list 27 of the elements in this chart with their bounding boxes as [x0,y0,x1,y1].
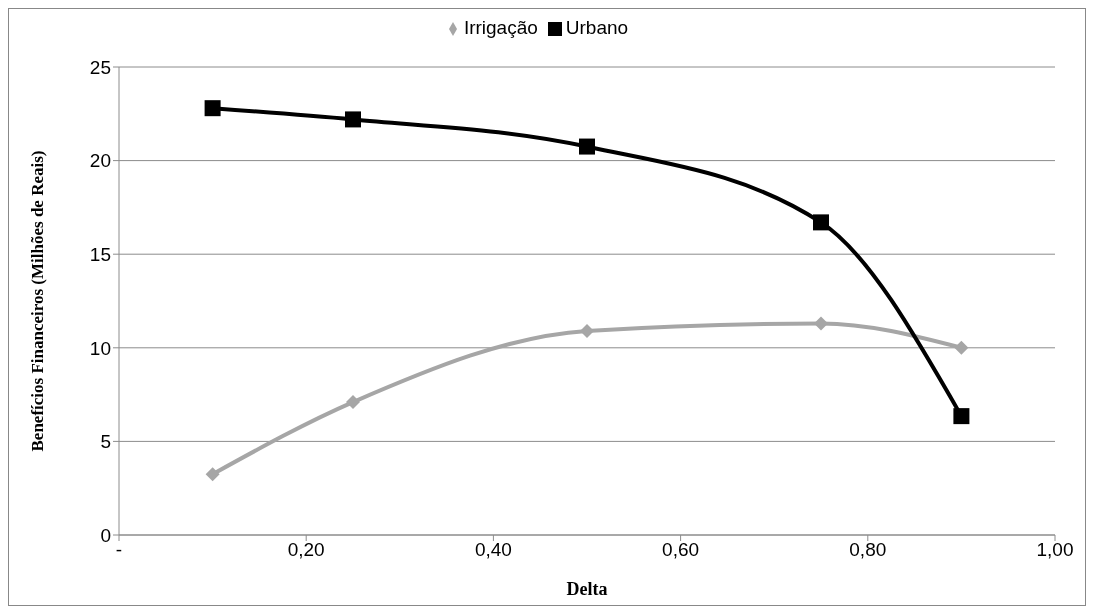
point [205,467,220,482]
point [580,323,594,338]
chart-frame: Irrigação Urbano - 0,20 0,40 0,60 0,80 1,00 Delta 0 5 10 15 20 25 Benefícios Financeiros (Milhões de Reais) [8,8,1086,606]
legend-label: Irrigação [463,17,538,38]
y-tick-label: 20 [89,150,111,172]
point [953,408,970,425]
x-tick-label: - [115,539,123,561]
x-tick-label: 0,80 [849,539,887,561]
point [346,395,360,410]
x-tick-label: 1,00 [1036,539,1074,561]
x-axis-title: Delta [566,579,608,599]
point [345,111,361,128]
legend-label: Urbano [565,17,629,38]
y-tick-label: 15 [89,243,111,265]
x-tick-label: 0,60 [662,539,700,561]
point [814,316,828,331]
x-tick-label: 0,40 [474,539,512,561]
point [579,138,595,155]
y-tick-label: 10 [89,337,111,359]
y-axis-title: Benefícios Financeiros (Milhões de Reais) [28,150,48,452]
y-tick-label: 25 [89,56,111,78]
point [204,100,221,117]
point [813,214,829,231]
y-tick-label: 5 [100,431,111,453]
point [954,340,969,355]
x-tick-label: 0,20 [287,539,325,561]
y-tick-label: 0 [100,524,111,546]
